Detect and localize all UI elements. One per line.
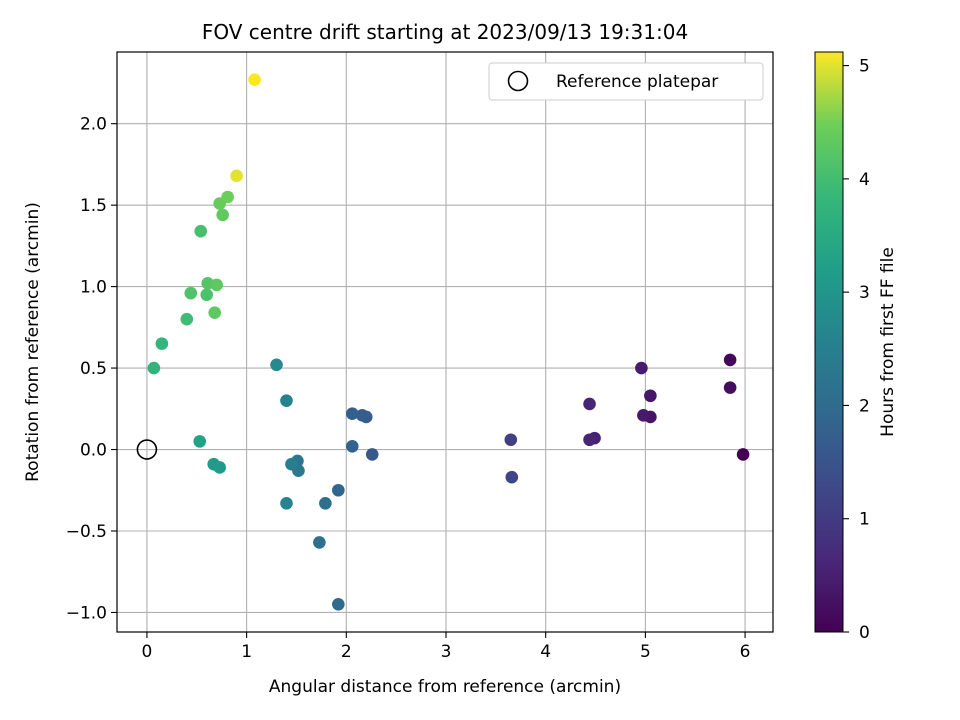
colorbar-ticks: 0 1 2 3 4 5 (843, 57, 870, 643)
data-point (319, 496, 332, 510)
data-point (637, 409, 650, 422)
chart-title: FOV centre drift starting at 2023/09/13 … (202, 20, 688, 44)
colorbar-gradient (814, 51, 844, 633)
x-tick-label: 6 (740, 642, 751, 662)
data-point (207, 457, 221, 471)
colorbar-tick-label: 4 (859, 170, 870, 190)
y-tick-label: 0.0 (80, 441, 107, 461)
data-point (504, 433, 518, 447)
data-point (583, 433, 596, 447)
x-tick-label: 1 (241, 642, 252, 662)
data-points (147, 73, 750, 611)
grid-lines (117, 52, 773, 632)
data-point (723, 353, 737, 367)
data-point (155, 337, 169, 350)
data-point (216, 208, 229, 222)
y-tick-label: 0.5 (80, 359, 107, 379)
data-point (270, 358, 283, 372)
legend: Reference platepar (488, 62, 764, 101)
data-point (230, 169, 243, 183)
colorbar-tick-label: 2 (859, 396, 870, 416)
colorbar: 0 1 2 3 4 5 Hours from first FF file (814, 51, 898, 643)
x-tick-label: 3 (441, 642, 452, 662)
x-tick-label: 4 (540, 642, 551, 662)
data-point (332, 598, 345, 611)
y-tick-label: 2.0 (80, 115, 107, 135)
data-point (193, 435, 207, 448)
x-tick-label: 2 (341, 642, 352, 662)
y-axis-ticks: −1.0 −0.5 0.0 0.5 1.0 1.5 2.0 (66, 115, 117, 623)
data-point (332, 483, 345, 497)
plot-frame (116, 51, 774, 633)
data-point (505, 470, 519, 484)
data-point (208, 306, 222, 319)
data-point (313, 536, 326, 549)
data-point (147, 361, 161, 375)
data-point (644, 389, 657, 403)
data-point (184, 286, 198, 300)
y-tick-label: 1.0 (80, 278, 107, 298)
data-point (210, 278, 223, 292)
colorbar-tick-label: 0 (859, 623, 870, 643)
x-tick-label: 0 (141, 642, 152, 662)
data-point (180, 312, 194, 326)
data-point (583, 397, 596, 411)
data-point (365, 448, 379, 461)
y-tick-label: 1.5 (80, 196, 107, 216)
legend-entry-label: Reference platepar (556, 72, 718, 92)
legend-box (488, 62, 764, 101)
y-axis-label: Rotation from reference (arcmin) (23, 202, 43, 482)
data-point (200, 288, 214, 302)
data-point (723, 381, 737, 394)
data-point (345, 439, 359, 453)
legend-marker-icon (507, 70, 529, 92)
x-axis-ticks: 0 1 2 3 4 5 6 (141, 632, 750, 662)
data-point (635, 361, 648, 375)
reference-point-marker (136, 439, 158, 460)
data-point (345, 407, 359, 420)
data-point (355, 409, 369, 422)
y-tick-label: −1.0 (66, 603, 107, 623)
colorbar-label: Hours from first FF file (878, 247, 898, 437)
colorbar-tick-label: 3 (859, 283, 870, 303)
colorbar-tick-label: 1 (859, 510, 870, 530)
y-tick-label: −0.5 (66, 522, 107, 542)
data-point (285, 457, 298, 471)
x-tick-label: 5 (640, 642, 651, 662)
data-point (736, 448, 750, 461)
data-point (248, 73, 261, 86)
colorbar-tick-label: 5 (859, 57, 870, 77)
data-point (194, 224, 208, 238)
data-point (280, 394, 293, 407)
x-axis-label: Angular distance from reference (arcmin) (269, 677, 621, 697)
data-point (221, 190, 234, 204)
data-point (280, 496, 293, 510)
